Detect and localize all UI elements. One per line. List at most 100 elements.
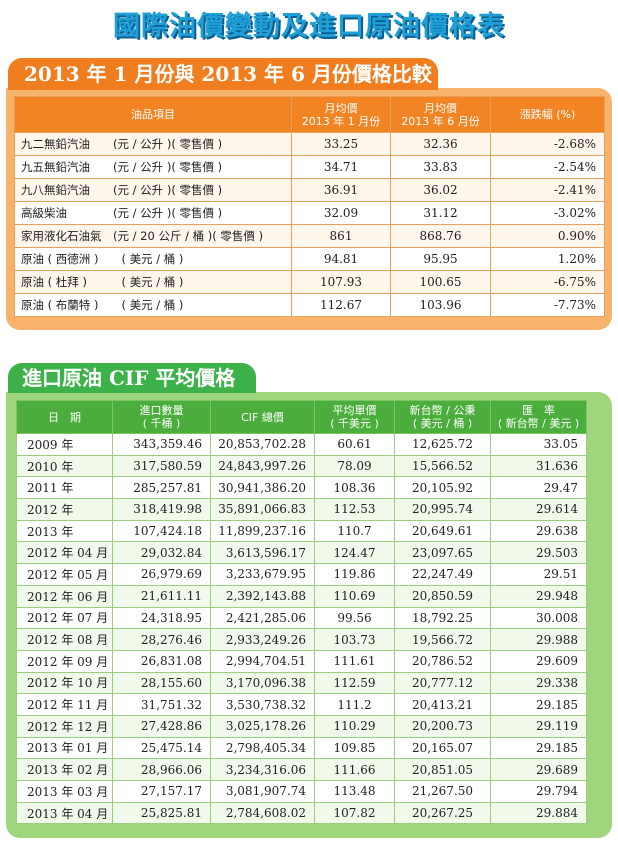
row-date: 2012 年 05 月: [16, 563, 113, 586]
row-cif: 35,891,066.83: [210, 498, 315, 521]
header-unit-line1: 平均單價: [332, 404, 377, 417]
row-jun: 100.65: [390, 270, 491, 294]
row-jan: 861: [291, 224, 391, 248]
row-jun: 32.36: [390, 132, 491, 156]
row-date: 2012 年 12 月: [16, 714, 113, 738]
row-jan: 36.91: [291, 178, 391, 202]
row-date: 2012 年 08 月: [16, 628, 113, 651]
table-row: 2013 年 04 月 25,825.81 2,784,608.02 107.82 20…: [16, 801, 587, 825]
row-date: 2013 年 03 月: [16, 780, 113, 803]
table-row: 2010 年 317,580.59 24,843,997.26 78.09 15,566…: [16, 454, 587, 478]
header-qty-line2: ( 千桶 ): [142, 417, 181, 430]
table-row: 家用液化石油氣 (元 / 20 公斤 / 桶 )( 零售價 ) 861 868.…: [14, 224, 605, 248]
row-unit-price: 112.59: [314, 671, 395, 695]
row-jun: 868.76: [390, 224, 491, 248]
header-jan: 月均價 2013 年 1 月份: [291, 96, 391, 133]
row-name: 九二無鉛汽油 (元 / 公升 )( 零售價 ): [14, 132, 292, 156]
table-row: 原油 ( 杜拜 ) ( 美元 / 桶 ) 107.93 100.65 -6.75…: [14, 270, 605, 294]
row-fx: 29.609: [490, 649, 587, 673]
table-row: 2012 年 10 月 28,155.60 3,170,096.38 112.59 20…: [16, 671, 587, 695]
row-date: 2012 年 07 月: [16, 606, 113, 630]
table-row: 2012 年 09 月 26,831.08 2,994,704.51 111.61 20…: [16, 649, 587, 673]
table-row: 2009 年 343,359.46 20,853,702.28 60.61 12,625…: [16, 433, 587, 456]
row-name: 原油 ( 布蘭特 ) ( 美元 / 桶 ): [14, 293, 292, 317]
table-row: 2013 年 02 月 28,966.06 3,234,316.06 111.66 20…: [16, 758, 587, 781]
table-row: 原油 ( 布蘭特 ) ( 美元 / 桶 ) 112.67 103.96 -7.7…: [14, 293, 605, 317]
row-date: 2013 年: [16, 519, 113, 543]
row-fx: 29.119: [490, 714, 587, 738]
row-date: 2012 年 09 月: [16, 649, 113, 673]
row-name: 家用液化石油氣 (元 / 20 公斤 / 桶 )( 零售價 ): [14, 224, 292, 248]
comparison-header-row: 油品項目 月均價 2013 年 1 月份 月均價 2013 年 6 月份 漲跌幅…: [14, 96, 605, 133]
row-ntd: 20,200.73: [394, 714, 491, 738]
row-qty: 318,419.98: [112, 498, 211, 521]
row-qty: 26,979.69: [112, 563, 211, 586]
header-ntd: 新台幣 / 公秉 ( 美元 / 桶 ): [394, 400, 491, 434]
row-cif: 2,784,608.02: [210, 801, 315, 825]
row-change: 0.90%: [490, 224, 605, 248]
row-unit-price: 109.85: [314, 736, 395, 760]
row-jun: 103.96: [390, 293, 491, 317]
row-fx: 29.638: [490, 519, 587, 543]
row-ntd: 20,165.07: [394, 736, 491, 760]
comparison-table: 油品項目 月均價 2013 年 1 月份 月均價 2013 年 6 月份 漲跌幅…: [14, 96, 605, 317]
row-ntd: 15,566.52: [394, 454, 491, 478]
header-date: 日 期: [16, 400, 113, 434]
row-date: 2012 年 11 月: [16, 693, 113, 716]
row-unit-price: 124.47: [314, 541, 395, 565]
table-row: 九二無鉛汽油 (元 / 公升 )( 零售價 ) 33.25 32.36 -2.6…: [14, 132, 605, 156]
header-cif: CIF 總價: [210, 400, 315, 434]
row-change: -2.68%: [490, 132, 605, 156]
page-title: 國際油價變動及進口原油價格表: [113, 11, 505, 42]
row-jan: 32.09: [291, 201, 391, 225]
comparison-section-title: 2013 年 1 月份與 2013 年 6 月份價格比較表: [8, 58, 438, 118]
row-unit-price: 119.86: [314, 563, 395, 586]
row-fx: 33.05: [490, 433, 587, 456]
cif-section-title: 進口原油 CIF 平均價格: [8, 363, 256, 393]
row-cif: 3,025,178.26: [210, 714, 315, 738]
row-jun: 33.83: [390, 155, 491, 179]
row-unit-price: 113.48: [314, 780, 395, 803]
row-qty: 27,157.17: [112, 780, 211, 803]
row-ntd: 20,850.59: [394, 584, 491, 608]
header-fx: 匯 率 ( 新台幣 / 美元 ): [490, 400, 587, 434]
row-ntd: 23,097.65: [394, 541, 491, 565]
row-fx: 29.794: [490, 780, 587, 803]
table-row: 2012 年 04 月 29,032.84 3,613,596.17 124.47 23…: [16, 541, 587, 565]
header-jan-line1: 月均價: [324, 101, 358, 115]
row-name: 九八無鉛汽油 (元 / 公升 )( 零售價 ): [14, 178, 292, 202]
row-fx: 30.008: [490, 606, 587, 630]
row-fx: 29.614: [490, 498, 587, 521]
row-qty: 28,966.06: [112, 758, 211, 781]
row-qty: 28,276.46: [112, 628, 211, 651]
table-row: 2012 年 05 月 26,979.69 3,233,679.95 119.86 22…: [16, 563, 587, 586]
row-jun: 31.12: [390, 201, 491, 225]
row-unit-price: 111.2: [314, 693, 395, 716]
row-unit-price: 111.61: [314, 649, 395, 673]
row-fx: 29.884: [490, 801, 587, 825]
row-unit-price: 99.56: [314, 606, 395, 630]
header-ntd-line1: 新台幣 / 公秉: [409, 404, 476, 417]
header-fx-line1: 匯 率: [522, 404, 555, 417]
header-unit-line2: ( 千美元 ): [330, 417, 379, 430]
row-qty: 25,825.81: [112, 801, 211, 825]
row-unit-price: 112.53: [314, 498, 395, 521]
row-cif: 30,941,386.20: [210, 476, 315, 500]
table-row: 原油 ( 西德洲 ) ( 美元 / 桶 ) 94.81 95.95 1.20%: [14, 247, 605, 271]
row-fx: 29.689: [490, 758, 587, 781]
table-row: 九八無鉛汽油 (元 / 公升 )( 零售價 ) 36.91 36.02 -2.4…: [14, 178, 605, 202]
row-qty: 107,424.18: [112, 519, 211, 543]
row-change: -3.02%: [490, 201, 605, 225]
header-jan-line2: 2013 年 1 月份: [301, 114, 381, 128]
header-ntd-line2: ( 美元 / 桶 ): [412, 417, 473, 430]
row-fx: 29.47: [490, 476, 587, 500]
row-name: 高級柴油 (元 / 公升 )( 零售價 ): [14, 201, 292, 225]
row-cif: 2,392,143.88: [210, 584, 315, 608]
row-change: -7.73%: [490, 293, 605, 317]
row-name: 原油 ( 杜拜 ) ( 美元 / 桶 ): [14, 270, 292, 294]
row-ntd: 21,267.50: [394, 780, 491, 803]
row-fx: 29.948: [490, 584, 587, 608]
row-unit-price: 78.09: [314, 454, 395, 478]
row-cif: 24,843,997.26: [210, 454, 315, 478]
row-jan: 34.71: [291, 155, 391, 179]
